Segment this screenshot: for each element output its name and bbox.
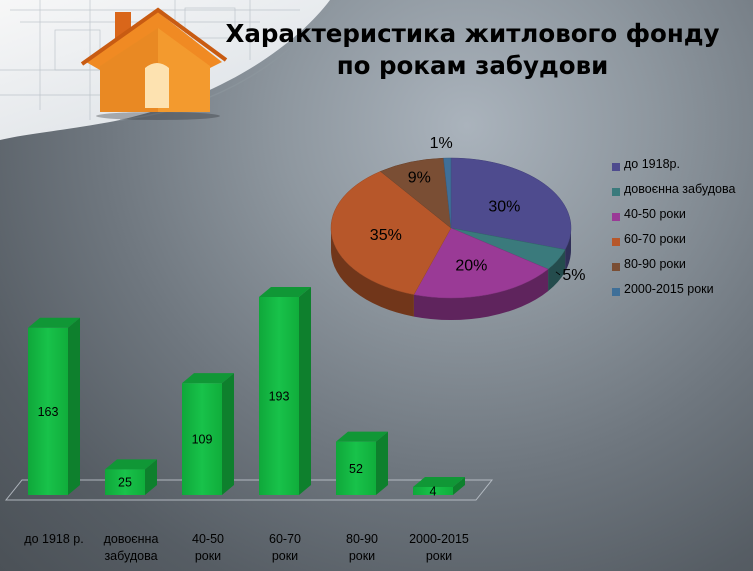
legend-swatch — [612, 163, 620, 171]
bar-chart-floor — [4, 479, 494, 501]
house-icon — [80, 7, 228, 120]
bar-category-label: роки — [195, 549, 221, 563]
pie-data-label: 35% — [370, 227, 402, 244]
bar-category-label: 40-50 — [192, 532, 224, 546]
legend-label: 2000-2015 роки — [624, 282, 714, 296]
bar-category-labels: до 1918 р. довоєнна забудова 40-50 роки 60-70… — [24, 532, 469, 563]
pie-data-label: 5% — [562, 267, 585, 284]
bar-side — [453, 477, 465, 495]
bar-front — [182, 383, 222, 495]
pie-slice — [330, 171, 452, 295]
legend-swatch — [612, 188, 620, 196]
bar-top — [105, 459, 157, 470]
legend-swatch — [612, 213, 620, 221]
legend-label: 40-50 роки — [624, 207, 686, 221]
bar-category-label: роки — [272, 549, 298, 563]
pie-side-walls — [331, 228, 571, 320]
pie-legend: до 1918р. довоєнна забудова 40-50 роки 60-7… — [612, 156, 753, 306]
pie-slice — [413, 227, 549, 299]
bar-category-label: довоєнна — [104, 532, 159, 546]
bar-value-label: 25 — [118, 476, 132, 490]
bar-value-label: 193 — [269, 390, 290, 404]
legend-item: 80-90 роки — [612, 256, 753, 281]
pie-leader-line — [555, 271, 561, 276]
bar: 109 — [182, 373, 234, 495]
bar-side — [222, 373, 234, 495]
bar-side — [299, 287, 311, 495]
legend-label: до 1918р. — [624, 157, 680, 171]
pie-data-label: 20% — [455, 258, 487, 275]
bar-top — [336, 431, 388, 442]
legend-item: 60-70 роки — [612, 231, 753, 256]
bar-category-label: роки — [349, 549, 375, 563]
pie-slice-side — [331, 228, 414, 317]
bar-value-label: 4 — [430, 485, 437, 499]
bar-category-label: забудова — [104, 549, 157, 563]
bar-value-label: 109 — [192, 433, 213, 447]
bar-value-label: 163 — [38, 405, 59, 419]
legend-item: до 1918р. — [612, 156, 753, 181]
title-line-2: по рокам забудови — [336, 51, 609, 80]
pie-data-labels: 30% 5% 20% 35% 9% 1% — [370, 135, 586, 284]
bar-front — [259, 297, 299, 495]
bar-side — [376, 431, 388, 495]
bar-top — [28, 317, 80, 328]
bar-front — [413, 487, 453, 495]
bar-side — [68, 317, 80, 495]
bar-category-label: 2000-2015 — [409, 532, 469, 546]
pie-slice-side — [413, 269, 549, 320]
legend-item: 2000-2015 роки — [612, 281, 753, 306]
bar-category-label: роки — [426, 549, 452, 563]
pie-slice — [450, 157, 572, 250]
title-line-1: Характеристика житлового фонду — [225, 19, 720, 48]
bar-top — [182, 373, 234, 384]
pie-chart: 30% 5% 20% 35% 9% 1% — [330, 135, 586, 320]
legend-item: 40-50 роки — [612, 206, 753, 231]
pie-slice — [443, 157, 452, 229]
bar: 4 — [413, 477, 465, 499]
pie-data-label: 30% — [488, 198, 520, 215]
bar-value-label: 52 — [349, 462, 363, 476]
pie-slice-side — [565, 228, 571, 272]
legend-swatch — [612, 263, 620, 271]
pie-data-label: 9% — [408, 170, 431, 187]
legend-item: довоєнна забудова — [612, 181, 753, 206]
legend-label: 80-90 роки — [624, 257, 686, 271]
bar-side — [145, 459, 157, 495]
page-title: Характеристика житлового фонду по рокам … — [200, 18, 745, 82]
pie-slice-side — [548, 249, 566, 292]
bar: 52 — [336, 431, 388, 495]
bar-top — [413, 477, 465, 487]
bar: 25 — [105, 459, 157, 495]
bar-front — [28, 327, 68, 495]
legend-label: довоєнна забудова — [624, 182, 736, 196]
legend-swatch — [612, 288, 620, 296]
bar-category-label: 60-70 — [269, 532, 301, 546]
pie-data-label: 1% — [430, 135, 453, 152]
legend-label: 60-70 роки — [624, 232, 686, 246]
bar-front — [105, 469, 145, 495]
bar-category-label: до 1918 р. — [24, 532, 83, 546]
bar-chart: 163 25 109 193 52 4 — [28, 287, 465, 499]
bar-top — [259, 287, 311, 297]
legend-swatch — [612, 238, 620, 246]
bar: 193 — [259, 287, 311, 495]
bar-front — [336, 441, 376, 495]
bar: 163 — [28, 317, 80, 495]
bar-category-label: 80-90 — [346, 532, 378, 546]
